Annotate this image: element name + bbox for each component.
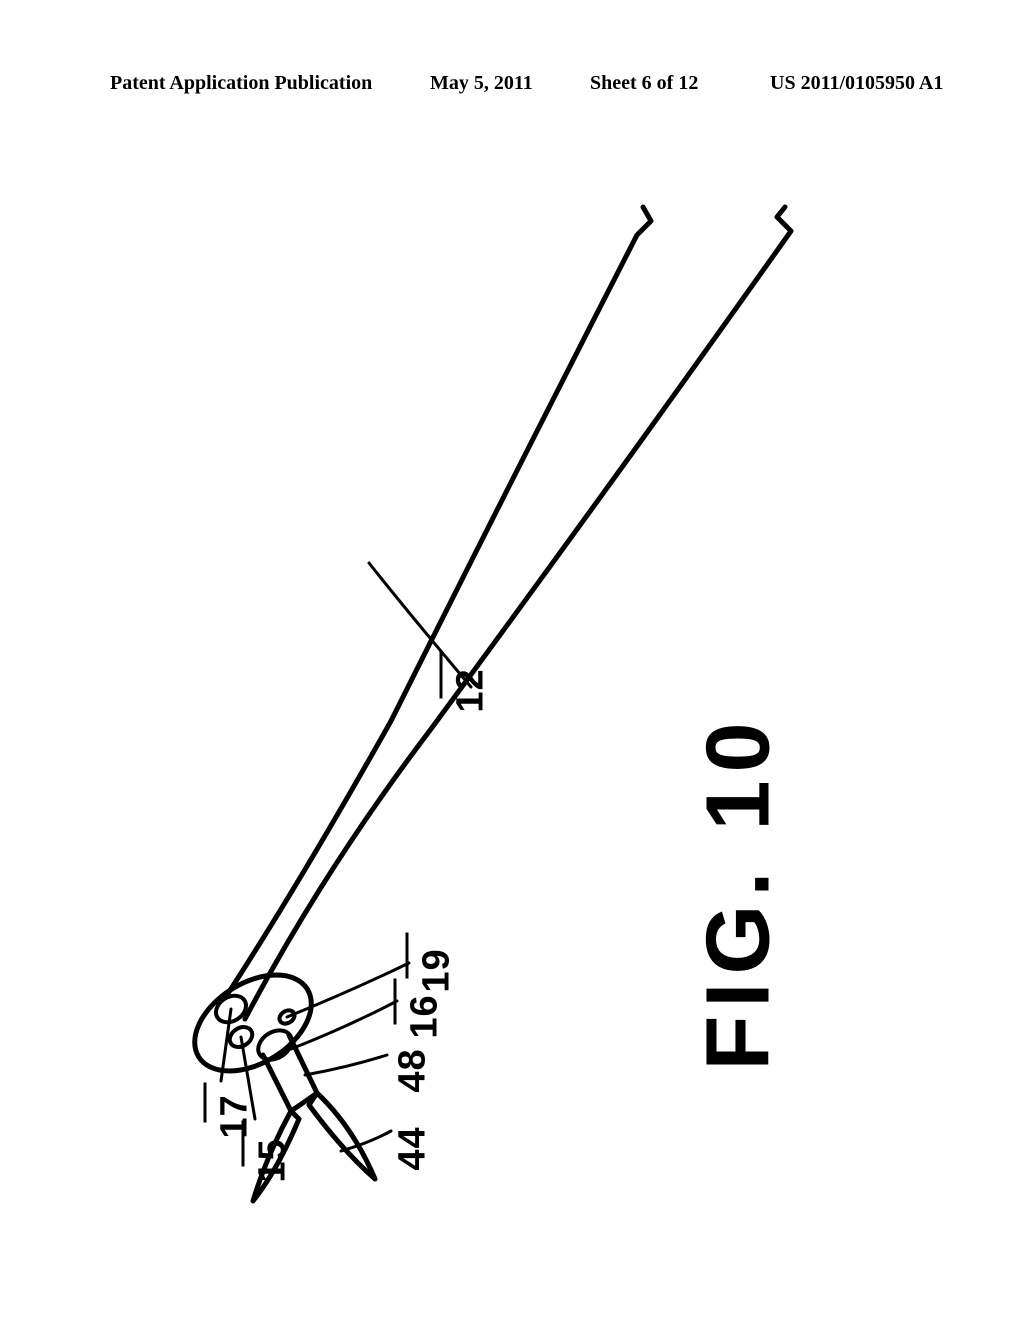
forceps-jaw-right xyxy=(309,1093,375,1179)
header-pub-number: US 2011/0105950 A1 xyxy=(770,72,943,95)
ref-underline-16 xyxy=(394,979,397,1025)
ref-underline-12 xyxy=(440,651,443,699)
lead-48 xyxy=(305,1055,387,1075)
ref-label-12: 12 xyxy=(450,668,493,712)
ref-label-17: 17 xyxy=(214,1094,257,1138)
figure-drawing-area: 12 17 15 19 16 48 44 FIG. 10 xyxy=(90,150,934,1240)
working-channel-16 xyxy=(253,1024,297,1065)
forceps-shaft-left xyxy=(263,1055,291,1111)
page: Patent Application Publication May 5, 20… xyxy=(0,0,1024,1320)
figure-svg xyxy=(91,151,935,1241)
ref-label-19: 19 xyxy=(416,948,459,992)
ref-label-15: 15 xyxy=(252,1138,295,1182)
ref-label-44: 44 xyxy=(392,1126,435,1170)
header-sheet: Sheet 6 of 12 xyxy=(590,72,698,95)
ref-underline-15 xyxy=(242,1121,245,1167)
ref-underline-19 xyxy=(406,933,409,979)
header-date: May 5, 2011 xyxy=(430,72,533,95)
tube-lower-edge xyxy=(227,207,651,995)
ref-underline-17 xyxy=(204,1083,207,1123)
figure-caption: FIG. 10 xyxy=(688,714,791,1070)
header-pub-type: Patent Application Publication xyxy=(110,72,372,95)
ref-label-48: 48 xyxy=(392,1048,435,1092)
ref-label-16: 16 xyxy=(404,994,447,1038)
